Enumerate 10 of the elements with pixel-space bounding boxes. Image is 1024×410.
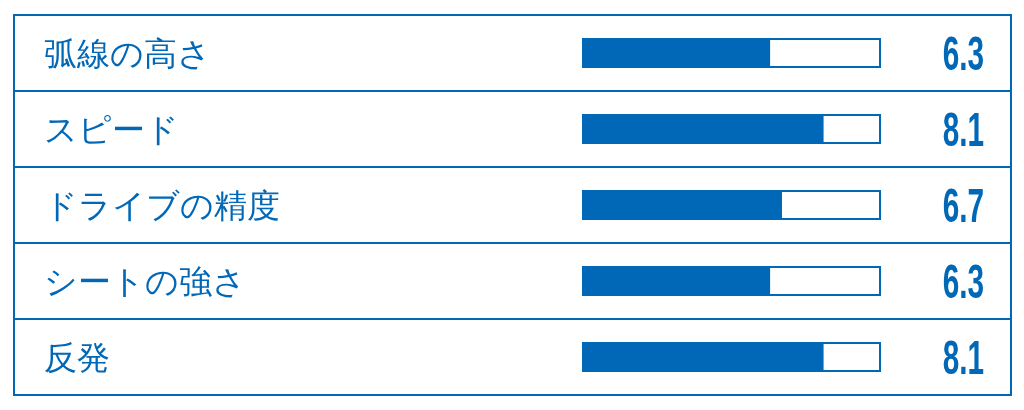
data-label: 8.1: [942, 330, 984, 384]
data-label: 6.3: [942, 254, 984, 308]
y-tick-label: 弧線の高さ: [44, 33, 211, 73]
y-tick-label: シートの強さ: [44, 261, 246, 301]
y-tick-label: スピード: [44, 109, 179, 149]
data-label: 6.7: [942, 178, 984, 232]
y-tick-label: ドライブの精度: [44, 185, 280, 225]
data-label: 6.3: [942, 26, 984, 80]
data-label: 8.1: [942, 102, 984, 156]
y-tick-label: 反発: [44, 337, 110, 377]
